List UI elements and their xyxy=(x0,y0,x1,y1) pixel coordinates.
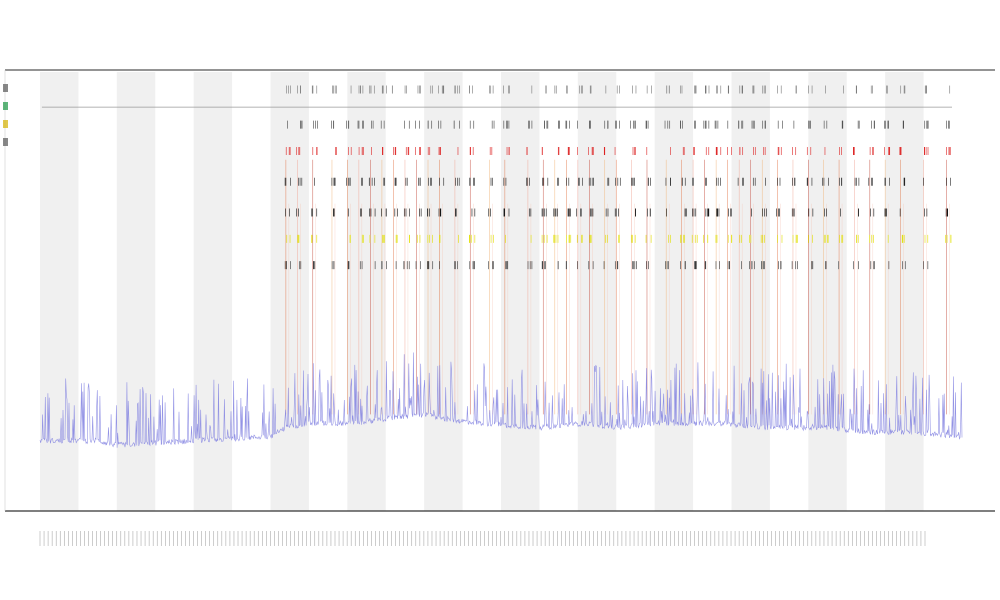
day-band xyxy=(654,72,694,511)
day-band xyxy=(193,72,233,511)
series-group xyxy=(39,352,963,448)
day-band xyxy=(40,72,79,511)
x-tick-labels xyxy=(39,531,926,546)
day-band xyxy=(501,72,540,511)
day-bands xyxy=(40,72,924,511)
day-band xyxy=(270,72,309,511)
day-band xyxy=(885,72,924,511)
day-band xyxy=(424,72,463,511)
legend xyxy=(3,84,8,146)
day-band xyxy=(808,72,847,511)
day-band xyxy=(347,72,386,511)
legend-swatch xyxy=(3,84,8,92)
day-band xyxy=(116,72,156,511)
legend-swatch xyxy=(3,120,8,128)
legend-swatch xyxy=(3,138,8,146)
legend-swatch xyxy=(3,102,8,110)
day-band xyxy=(577,72,617,511)
main-trace xyxy=(39,352,963,448)
event-rows xyxy=(41,85,952,270)
